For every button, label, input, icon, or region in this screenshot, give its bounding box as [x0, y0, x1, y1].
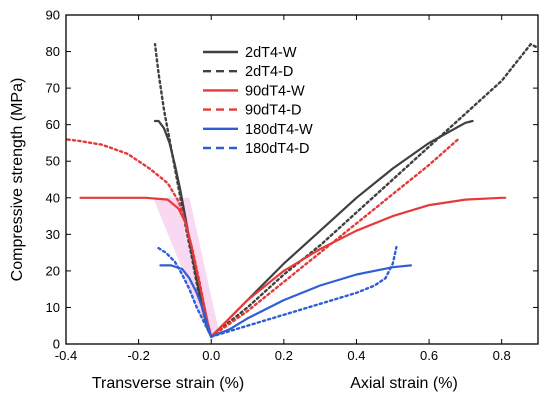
series-line-180dt4-d-axial	[209, 245, 398, 338]
x-tick-label: 0.4	[347, 348, 365, 363]
series-180dt4-d	[155, 245, 398, 338]
series-line-180dt4-w-axial	[210, 264, 412, 338]
series-line-90dt4-d-transverse	[64, 138, 213, 338]
legend-label-180dt4-d: 180dT4-D	[245, 141, 309, 157]
series-line-180dt4-d-transverse	[155, 245, 213, 338]
x-axis-title-axial: Axial strain (%)	[350, 375, 458, 392]
y-tick-label: 50	[46, 154, 60, 169]
x-tick-label: -0.4	[55, 348, 77, 363]
x-tick-label: -0.2	[127, 348, 149, 363]
y-tick-label: 30	[46, 227, 60, 242]
x-tick-label: 0.2	[275, 348, 293, 363]
series-line-90dt4-d-axial	[209, 138, 460, 338]
y-tick-label: 90	[46, 8, 60, 23]
y-tick-label: 60	[46, 117, 60, 132]
x-tick-label: 0.0	[202, 348, 220, 363]
series-90dt4-d	[64, 138, 460, 338]
y-tick-label: 10	[46, 300, 60, 315]
plot-frame	[65, 14, 539, 345]
y-tick-label: 70	[46, 81, 60, 96]
series-line-2dt4-d-axial	[209, 43, 540, 338]
legend-label-90dt4-d: 90dT4-D	[245, 103, 301, 119]
y-axis-title: Compressive strength (MPa)	[9, 78, 26, 282]
y-tick-label: 40	[46, 190, 60, 205]
x-axis-title-transverse: Transverse strain (%)	[92, 375, 244, 392]
y-tick-label: 20	[46, 263, 60, 278]
axis-ticks: -0.4 -0.2 0.0 0.2 0.4 0.6 0.8 0 10 20 30 40 50 60 70 80…	[46, 8, 538, 363]
legend: 2dT4-W 2dT4-D 90dT4-W 90dT4-D 180dT4-W 180dT4…	[203, 45, 313, 157]
legend-label-180dt4-w: 180dT4-W	[245, 122, 313, 138]
series-layer	[64, 43, 540, 338]
series-180dt4-w	[159, 264, 412, 338]
legend-label-90dt4-w: 90dT4-W	[245, 83, 305, 99]
x-tick-label: 0.6	[420, 348, 438, 363]
y-tick-label: 0	[53, 337, 60, 352]
series-line-180dt4-w-transverse	[159, 264, 213, 338]
y-tick-label: 80	[46, 44, 60, 59]
legend-label-2dt4-d: 2dT4-D	[245, 64, 293, 80]
series-line-90dt4-w-axial	[210, 196, 507, 338]
legend-label-2dt4-w: 2dT4-W	[245, 45, 297, 61]
x-tick-label: 0.8	[493, 348, 511, 363]
series-2dt4-d	[153, 43, 540, 338]
